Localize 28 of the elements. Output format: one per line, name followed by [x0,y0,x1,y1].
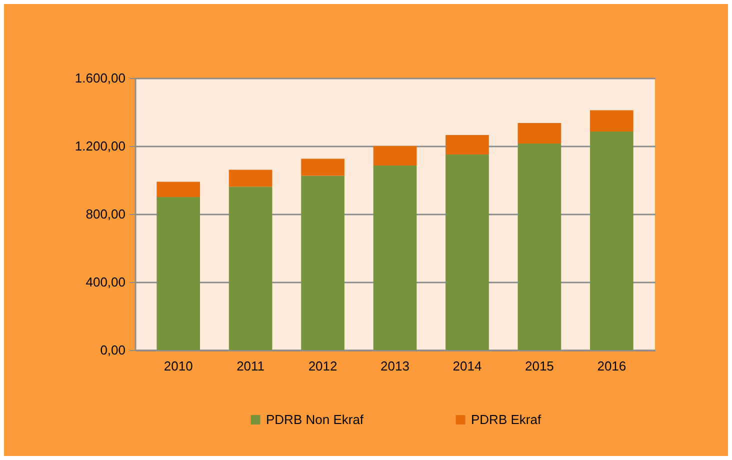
y-tick-label: 0,00 [100,342,126,358]
y-tick-label: 800,00 [86,206,126,222]
legend-label: PDRB Ekraf [471,412,542,427]
x-tick-label: 2011 [236,358,265,374]
x-tick-label: 2014 [452,358,482,374]
bar [590,110,634,132]
y-tick-label: 1.200,00 [74,138,126,154]
bar [301,176,344,350]
bar [228,186,272,350]
x-tick-label: 2013 [380,358,410,374]
bar [518,123,562,144]
bar [590,132,634,350]
x-tick-label: 2010 [164,358,193,374]
bar [373,166,417,350]
legend-label: PDRB Non Ekraf [266,412,364,427]
y-tick-label: 1.600,00 [74,70,126,86]
bar [446,154,489,350]
bar [156,182,200,197]
bar [301,158,344,176]
x-tick-label: 2012 [308,358,338,374]
x-tick-label: 2015 [524,358,554,374]
bar [156,197,200,350]
bar [228,170,272,187]
y-tick-label: 400,00 [86,274,126,290]
bar [446,134,489,154]
bar [518,143,562,350]
bar [373,146,417,166]
x-tick-label: 2016 [597,358,626,374]
